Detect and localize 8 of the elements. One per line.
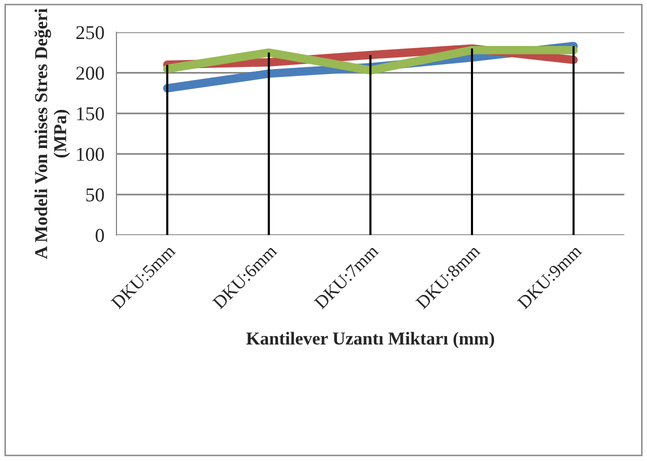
y-tick-label: 200 [76, 66, 104, 80]
y-tick-label: 0 [96, 228, 104, 242]
y-tick-label: 250 [76, 26, 104, 40]
y-tick-label: 50 [86, 188, 104, 202]
y-axis-title: A Modeli Von mises Stres Değeri (MPa) [34, 8, 70, 259]
x-axis-title: Kantilever Uzantı Miktarı (mm) [246, 332, 494, 348]
y-tick-label: 150 [77, 107, 104, 120]
y-tick-label: 100 [77, 148, 104, 161]
